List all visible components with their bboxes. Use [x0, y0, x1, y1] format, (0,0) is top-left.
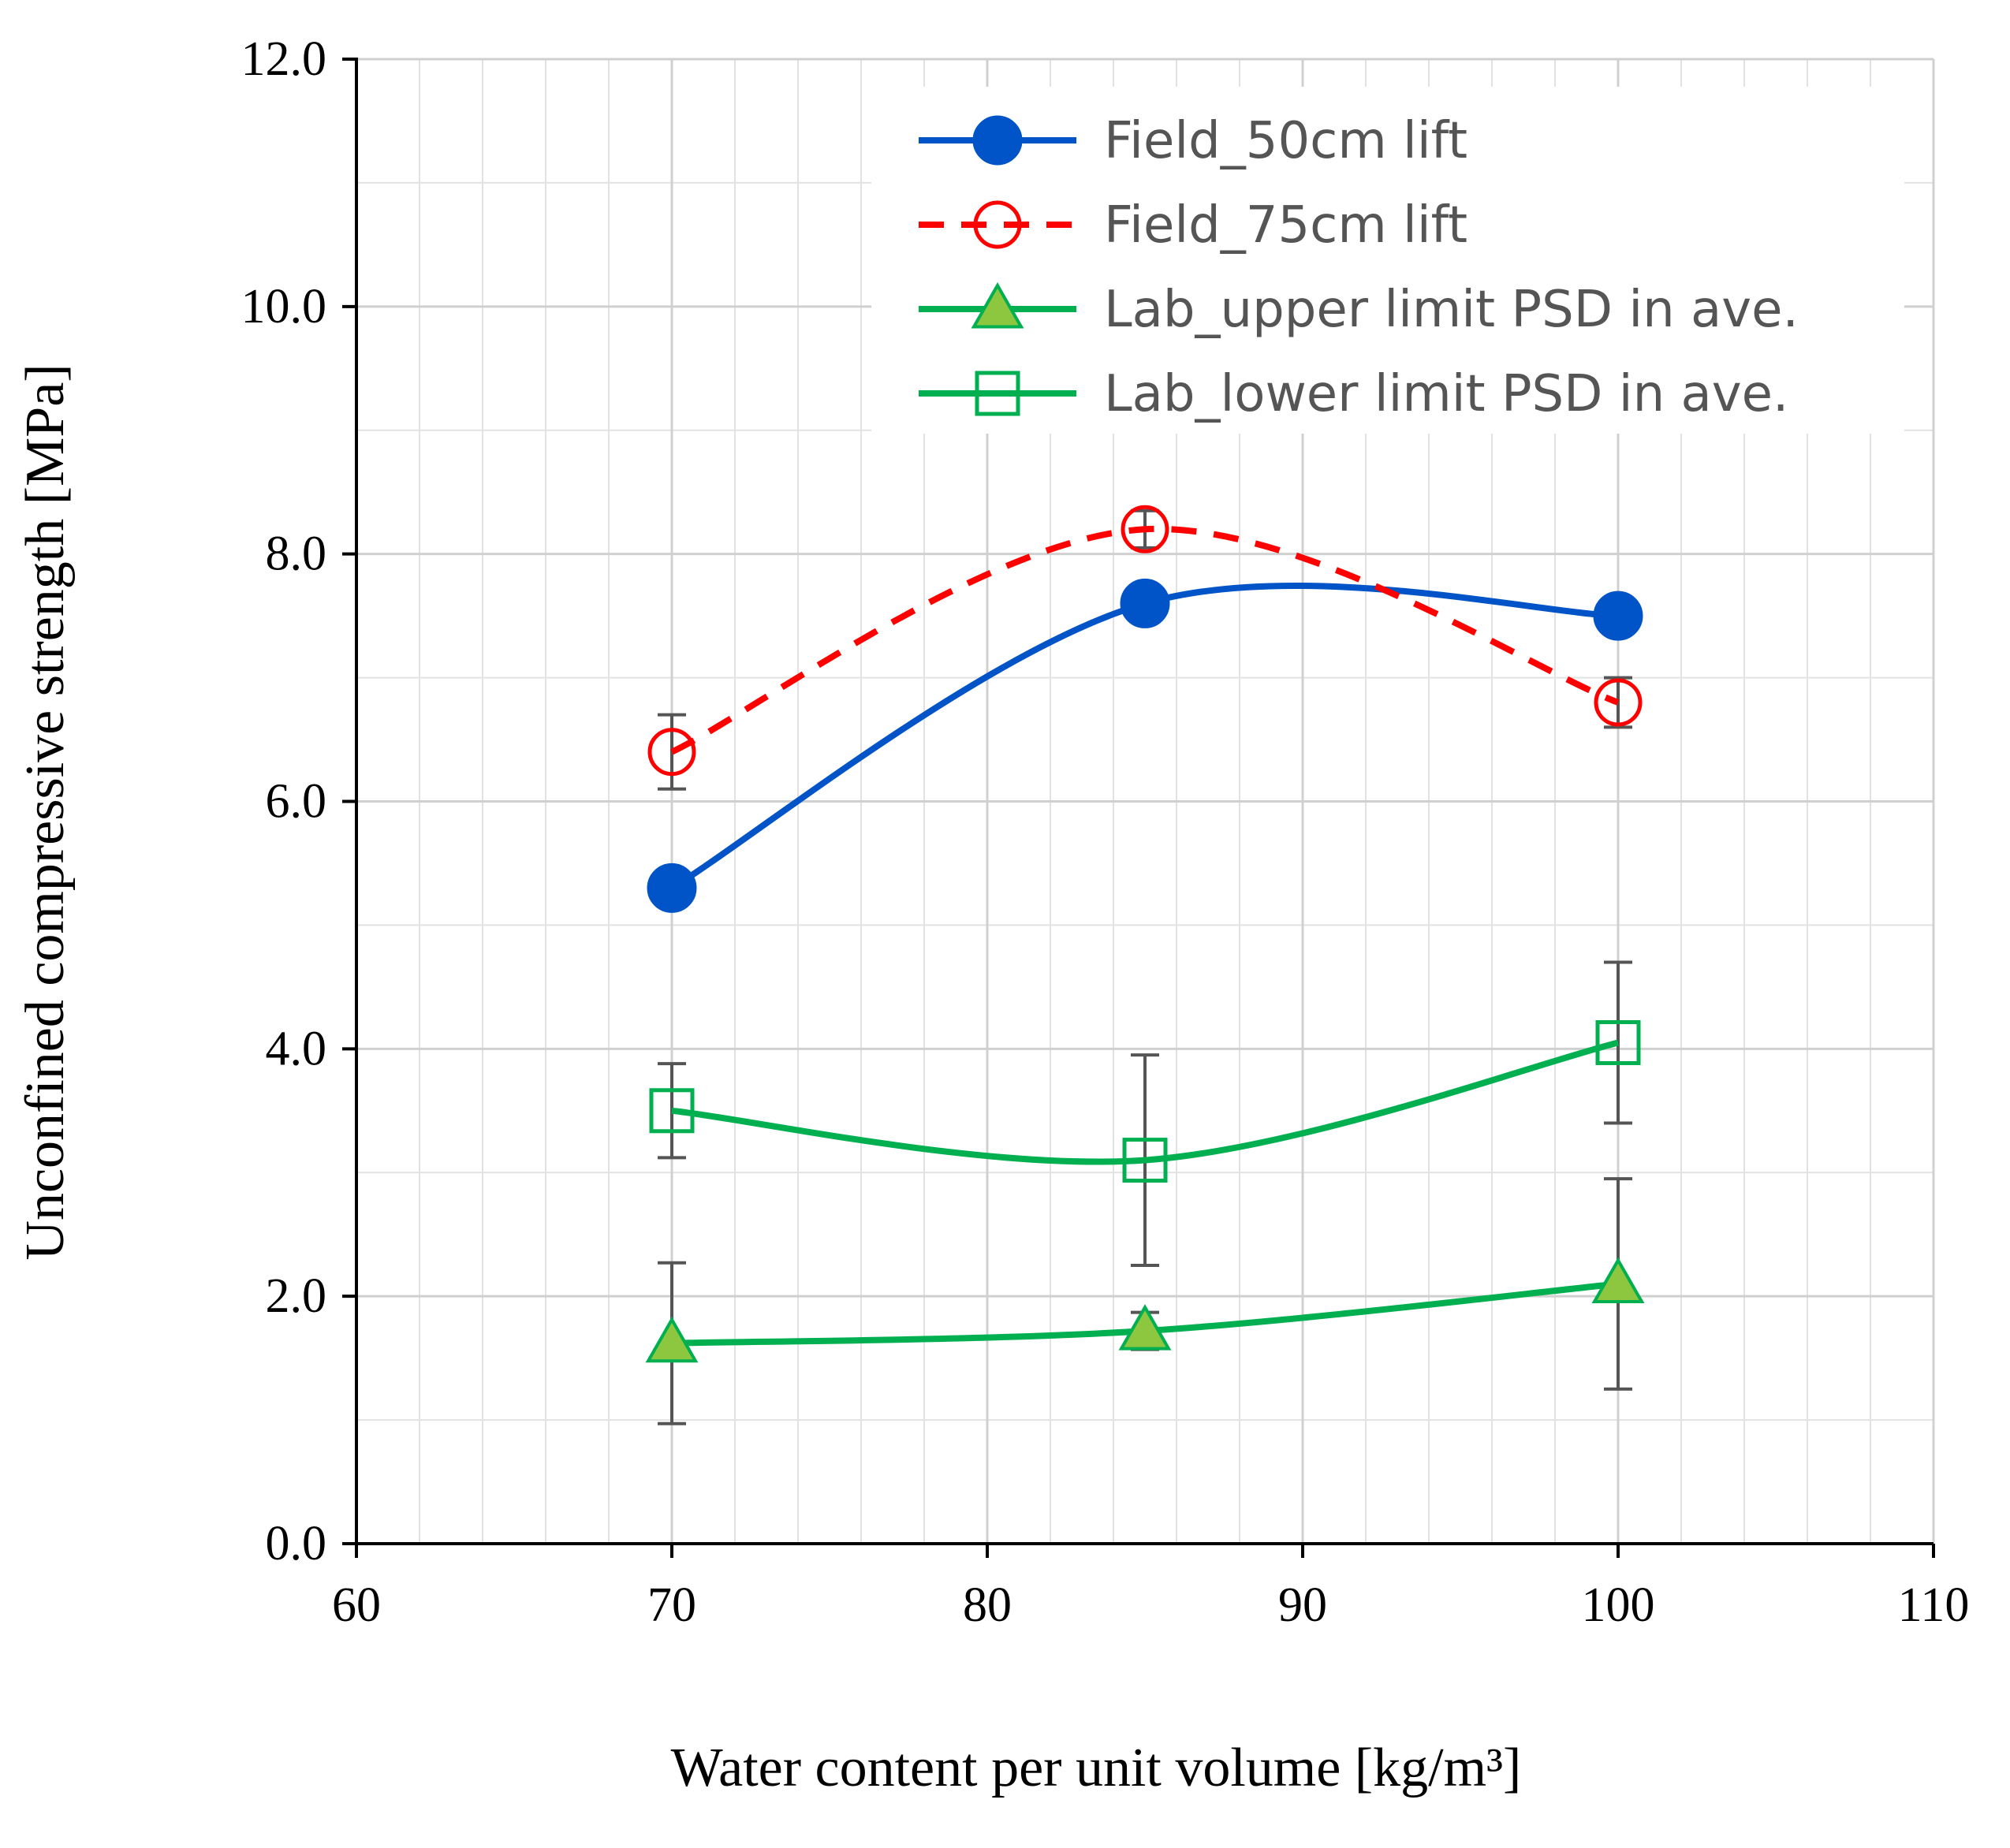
- plot-series: [645, 505, 1645, 1425]
- legend-item: Lab_lower limit PSD in ave.: [919, 365, 1788, 423]
- axes: 60 70 80 90 100 110 0.0 2.0 4.0 6.0 8.0 10.0 12.0: [241, 32, 1970, 1632]
- y-tick-label: 8.0: [266, 527, 327, 581]
- y-axis-title: Unconfined compressive strength [MPa]: [15, 363, 76, 1260]
- y-tick-label: 10.0: [241, 280, 327, 333]
- series-line: [670, 525, 1620, 755]
- legend-label: Lab_upper limit PSD in ave.: [1104, 281, 1799, 339]
- legend-label: Field_50cm lift: [1104, 112, 1467, 170]
- legend-item: Lab_upper limit PSD in ave.: [919, 281, 1799, 339]
- data-point: [647, 863, 697, 913]
- legend-label: Lab_lower limit PSD in ave.: [1104, 365, 1788, 423]
- y-tick-label: 0.0: [266, 1517, 327, 1570]
- data-point: [645, 1316, 699, 1363]
- legend-marker: [972, 115, 1023, 166]
- series-1: [647, 578, 1643, 913]
- legend-background: [871, 87, 1904, 434]
- data-point: [649, 1088, 695, 1134]
- data-point: [1591, 1257, 1645, 1303]
- x-tick-label: 60: [332, 1578, 381, 1632]
- data-point: [1120, 578, 1170, 628]
- y-tick-label: 2.0: [266, 1269, 327, 1323]
- y-tick-label: 12.0: [241, 32, 327, 86]
- data-point: [1122, 1138, 1168, 1183]
- legend-label: Field_75cm lift: [1104, 196, 1467, 255]
- y-tick-label: 6.0: [266, 775, 327, 829]
- x-tick-label: 110: [1898, 1578, 1970, 1632]
- legend-marker: [973, 200, 1022, 249]
- data-point: [1595, 1019, 1641, 1065]
- data-point: [647, 728, 696, 777]
- legend-marker: [975, 371, 1020, 416]
- y-tick-label: 4.0: [266, 1022, 327, 1075]
- legend: Field_50cm lift Field_75cm lift Lab_upper …: [871, 87, 1904, 434]
- x-tick-label: 90: [1278, 1578, 1327, 1632]
- data-point: [1594, 678, 1643, 727]
- series-4: [649, 960, 1641, 1267]
- x-tick-label: 70: [647, 1578, 696, 1632]
- x-axis-title: Water content per unit volume [kg/m³]: [671, 1738, 1522, 1798]
- x-tick-label: 80: [963, 1578, 1012, 1632]
- series-3: [645, 1177, 1645, 1425]
- data-point: [1118, 1304, 1172, 1351]
- data-point: [1593, 591, 1643, 641]
- legend-marker: [971, 281, 1024, 329]
- legend-item: Field_75cm lift: [919, 196, 1467, 255]
- series-line: [671, 1039, 1619, 1165]
- x-tick-label: 100: [1582, 1578, 1655, 1632]
- legend-item: Field_50cm lift: [919, 112, 1467, 170]
- data-point: [1121, 505, 1169, 553]
- series-2: [647, 505, 1643, 791]
